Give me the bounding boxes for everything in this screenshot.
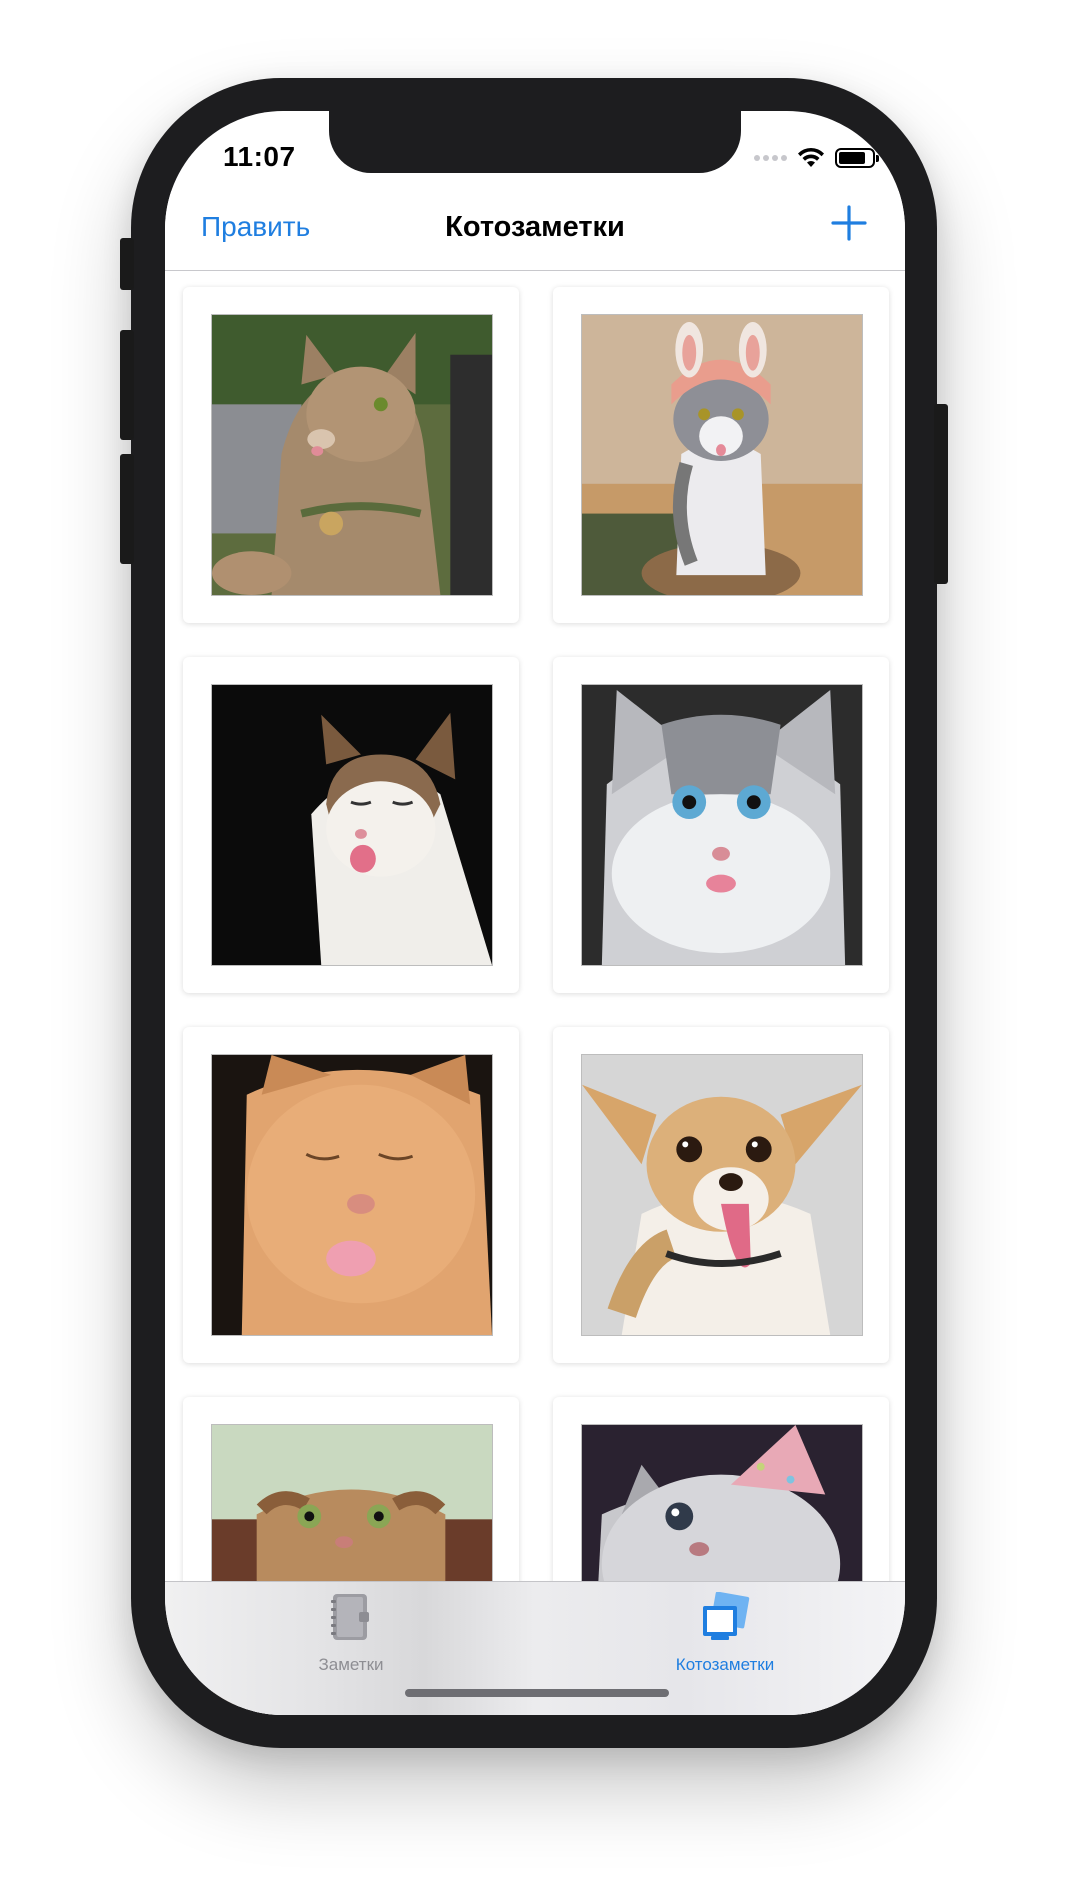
plus-icon[interactable] (829, 203, 869, 243)
photo-tabby-cat (211, 314, 493, 596)
photo-card[interactable] (183, 287, 519, 623)
chihuahua-image (582, 1055, 862, 1335)
cellular-signal-icon (754, 155, 787, 161)
photo-orange-cat (211, 1054, 493, 1336)
mute-switch (120, 238, 134, 290)
photo-squinting-cat (211, 684, 493, 966)
photo-card[interactable] (553, 287, 889, 623)
photo-chihuahua (581, 1054, 863, 1336)
volume-down-button (120, 454, 134, 564)
photo-card[interactable] (183, 657, 519, 993)
phone-frame: 11:07 Править Котозаметки (120, 78, 948, 1748)
photo-bunny-hat-cat (581, 314, 863, 596)
home-indicator[interactable] (405, 1689, 669, 1697)
orange-cat-image (212, 1055, 492, 1335)
photos-stack-icon (703, 1591, 750, 1640)
battery-icon (835, 148, 879, 168)
power-button (934, 404, 948, 584)
notebook-icon (331, 1594, 369, 1640)
tabby-cat-image (212, 315, 492, 595)
bunny-hat-cat-image (582, 315, 862, 595)
edit-button[interactable]: Править (201, 211, 311, 242)
blue-eyed-cat-image (582, 685, 862, 965)
tab-notes[interactable]: Заметки (251, 1592, 451, 1675)
notch (329, 111, 741, 173)
status-time: 11:07 (223, 141, 296, 172)
photo-blue-eyed-cat (581, 684, 863, 966)
squinting-cat-image (212, 685, 492, 965)
tab-cat-notes[interactable]: Котозаметки (625, 1591, 825, 1675)
wifi-icon (798, 147, 824, 167)
volume-up-button (120, 330, 134, 440)
screen: 11:07 Править Котозаметки (165, 111, 905, 1715)
photo-card[interactable] (553, 657, 889, 993)
photo-card[interactable] (553, 1027, 889, 1363)
tab-cat-notes-label: Котозаметки (675, 1655, 775, 1674)
navigation-bar: Править Котозаметки (165, 191, 905, 271)
tab-notes-label: Заметки (318, 1655, 384, 1674)
photo-card[interactable] (183, 1027, 519, 1363)
status-indicators (754, 147, 879, 169)
page-title: Котозаметки (445, 211, 625, 243)
